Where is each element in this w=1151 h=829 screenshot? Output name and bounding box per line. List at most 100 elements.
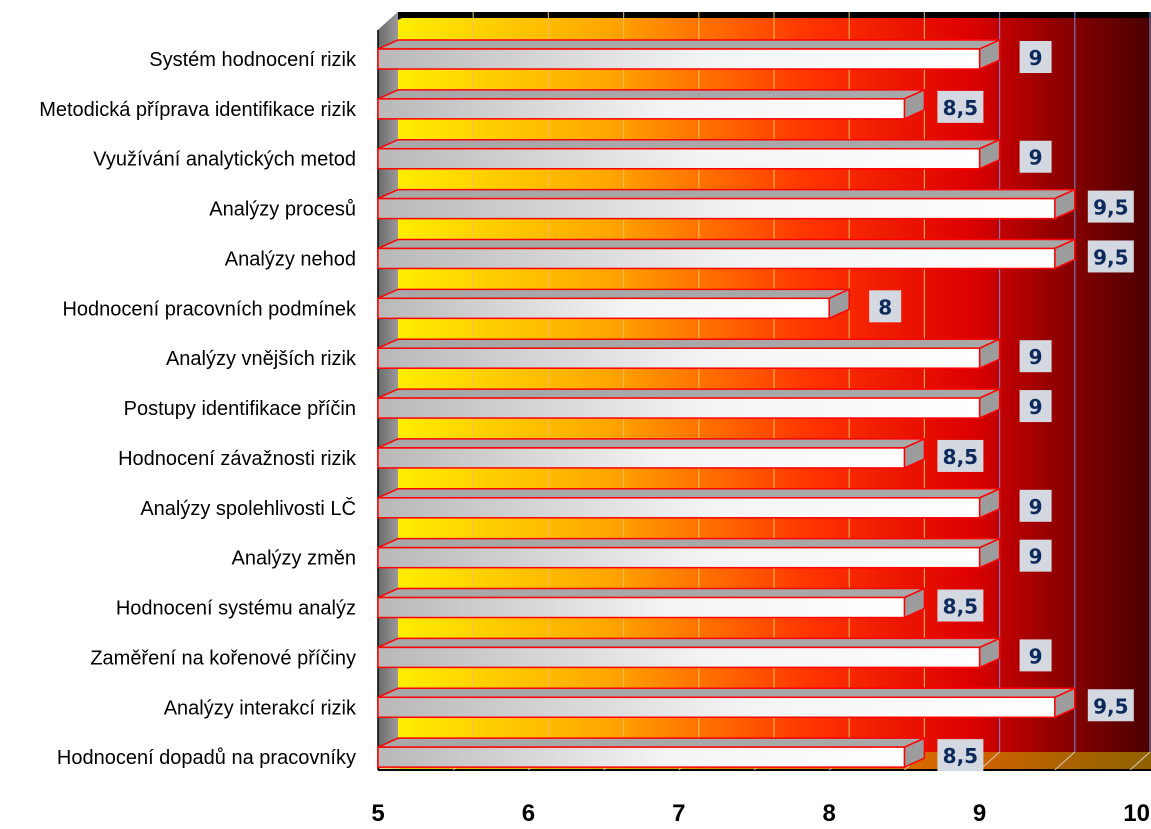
value-label: 9,5: [1093, 196, 1128, 220]
bar-top: [377, 438, 925, 449]
bar-group: 8,5: [377, 736, 984, 772]
x-tick-label: 9: [973, 800, 986, 827]
value-label: 9: [1029, 345, 1043, 369]
category-label: Využívání analytických metod: [93, 149, 356, 171]
bar-group: 9,5: [377, 238, 1134, 273]
bar: [377, 746, 906, 768]
bar-top: [377, 488, 1000, 499]
category-label: Analýzy interakcí rizik: [164, 697, 357, 719]
category-label: Zaměření na kořenové příčiny: [90, 647, 356, 669]
value-label-box: [1019, 489, 1052, 522]
value-label: 9: [1029, 395, 1043, 419]
bar-top: [377, 138, 1000, 150]
category-label: Analýzy nehod: [225, 248, 356, 270]
bar-group: 9: [377, 537, 1052, 572]
bar: [377, 397, 981, 419]
x-tick-label: 6: [522, 800, 535, 827]
value-label: 9: [1029, 644, 1043, 668]
value-label-box: [937, 439, 984, 472]
bar: [377, 297, 830, 320]
category-label: Hodnocení závažnosti rizik: [118, 448, 357, 470]
value-label: 8,5: [943, 445, 978, 469]
bar-top: [377, 238, 1076, 250]
category-label: Analýzy vnějších rizik: [166, 348, 357, 370]
category-label: Hodnocení pracovních podmínek: [62, 298, 357, 320]
value-label: 9: [1029, 545, 1043, 569]
bar-top: [377, 537, 1000, 549]
value-label-box: [1087, 689, 1134, 722]
bar-group: 8: [377, 288, 902, 323]
value-label-box: [937, 589, 984, 622]
bar-top: [377, 288, 850, 300]
bar: [377, 447, 906, 469]
bar: [377, 696, 1056, 719]
bar-group: 8,5: [377, 437, 984, 472]
category-label: Systém hodnocení rizik: [149, 49, 357, 71]
value-label-box: [937, 90, 984, 123]
bar-group: 9,5: [377, 188, 1134, 223]
top-frame: [378, 12, 1151, 30]
bar-group: 9: [377, 637, 1052, 672]
bar: [377, 646, 981, 669]
bar-top: [377, 637, 1000, 649]
value-label: 8,5: [943, 96, 978, 120]
bar-top: [377, 188, 1076, 200]
bar: [377, 497, 981, 519]
category-label: Analýzy změn: [232, 548, 357, 570]
x-tick-label: 7: [672, 800, 685, 827]
bar: [377, 596, 906, 619]
category-labels: Systém hodnocení rizik Metodická příprav…: [39, 49, 357, 769]
value-label: 8,5: [943, 744, 978, 768]
x-tick-label: 8: [823, 800, 836, 827]
bar-top: [377, 388, 1000, 399]
bar: [377, 247, 1056, 270]
floor-gridline: [1129, 751, 1151, 771]
value-label-box: [1019, 41, 1052, 73]
bar: [377, 347, 981, 369]
floor-gridline: [1054, 751, 1076, 771]
bar-top: [377, 89, 925, 100]
category-label: Hodnocení dopadů na pracovníky: [57, 747, 356, 769]
bar-group: 9: [377, 487, 1052, 522]
value-label-box: [869, 290, 902, 323]
bar-top: [377, 687, 1076, 699]
value-label: 9: [1029, 146, 1043, 170]
value-label: 8,5: [943, 595, 978, 619]
value-label-box: [937, 739, 984, 772]
bar-top: [377, 39, 1000, 50]
bar-group: 8,5: [377, 88, 984, 123]
x-axis-ticks: 5 6 7 8 9 10: [371, 800, 1150, 827]
bar: [377, 197, 1056, 220]
bar: [377, 546, 981, 569]
value-label-box: [1087, 190, 1134, 223]
category-label: Analýzy spolehlivosti LČ: [140, 497, 356, 520]
bar-group: 9: [377, 138, 1052, 173]
value-label-box: [1019, 390, 1052, 423]
bar-group: 8,5: [377, 587, 984, 622]
bar: [377, 147, 981, 170]
bar-group: 9: [377, 387, 1052, 423]
category-label: Metodická příprava identifikace rizik: [39, 99, 357, 121]
value-label: 8: [878, 295, 892, 319]
value-label-box: [1019, 140, 1052, 173]
value-label-box: [1019, 639, 1052, 672]
bar-group: 9: [377, 338, 1052, 373]
category-label: Hodnocení systému analýz: [116, 598, 356, 620]
value-label-box: [1019, 340, 1052, 373]
bar-group: 9,5: [377, 687, 1134, 722]
x-tick-label: 5: [371, 800, 384, 827]
bar-top: [377, 338, 1000, 349]
value-label-box: [1087, 240, 1134, 273]
bar: [377, 98, 906, 120]
bar-group: 9: [377, 38, 1052, 73]
category-label: Postupy identifikace příčin: [124, 398, 356, 420]
value-label: 9: [1029, 46, 1043, 70]
value-label: 9,5: [1093, 694, 1128, 718]
bar-top: [377, 587, 925, 599]
value-label-box: [1019, 539, 1052, 572]
value-label: 9,5: [1093, 245, 1128, 269]
x-tick-label: 10: [1123, 800, 1150, 827]
bars: 9 8,5 9 9,5 9,5 8 9 9 8,5 9 9 8,5 9 9,5 8,5: [377, 38, 1134, 772]
category-label: Analýzy procesů: [209, 199, 356, 221]
value-label: 9: [1029, 495, 1043, 519]
